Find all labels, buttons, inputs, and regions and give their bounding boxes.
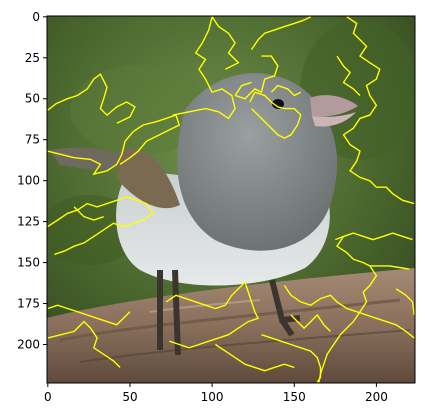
contour-11: [342, 16, 415, 205]
y-tick-label: 25: [25, 51, 40, 65]
contour-20: [165, 280, 260, 349]
contour-4: [47, 196, 154, 256]
contour-8: [234, 81, 252, 96]
x-tick-label: 150: [283, 390, 306, 404]
contour-0: [47, 73, 136, 124]
contour-7: [234, 55, 279, 100]
x-tick-label: 200: [365, 390, 388, 404]
photo-image: [47, 16, 415, 383]
contour-18: [47, 304, 131, 326]
contour-19: [47, 320, 121, 368]
contour-14: [336, 236, 410, 270]
x-axis: 0 50 100 150 200: [44, 383, 388, 404]
contour-2: [172, 16, 236, 120]
contour-21: [261, 334, 322, 383]
x-tick-label: 100: [201, 390, 224, 404]
contour-17: [395, 288, 415, 316]
y-tick-label: 125: [17, 215, 40, 229]
contour-3: [211, 16, 240, 70]
contour-10: [270, 84, 302, 97]
contour-12: [336, 55, 361, 96]
segment-contours: [47, 16, 415, 383]
contour-22: [215, 343, 295, 372]
y-tick-label: 100: [17, 174, 40, 188]
contour-16: [283, 285, 415, 339]
contour-1: [47, 114, 181, 176]
x-tick-label: 0: [44, 390, 52, 404]
x-tick-label: 50: [122, 390, 137, 404]
contour-13: [335, 232, 413, 241]
y-tick-label: 0: [32, 10, 40, 24]
y-tick-label: 75: [25, 133, 40, 147]
y-tick-label: 200: [17, 337, 40, 351]
contour-15: [318, 265, 378, 383]
axes-frame: [46, 15, 416, 384]
contour-5: [73, 206, 104, 221]
contour-9: [249, 91, 302, 139]
contour-23: [290, 313, 331, 332]
contour-6: [250, 16, 312, 50]
y-axis: 0 25 50 75 100 125 150 175 200: [17, 10, 47, 351]
y-tick-label: 150: [17, 256, 40, 270]
y-tick-label: 50: [25, 92, 40, 106]
y-tick-label: 175: [17, 297, 40, 311]
